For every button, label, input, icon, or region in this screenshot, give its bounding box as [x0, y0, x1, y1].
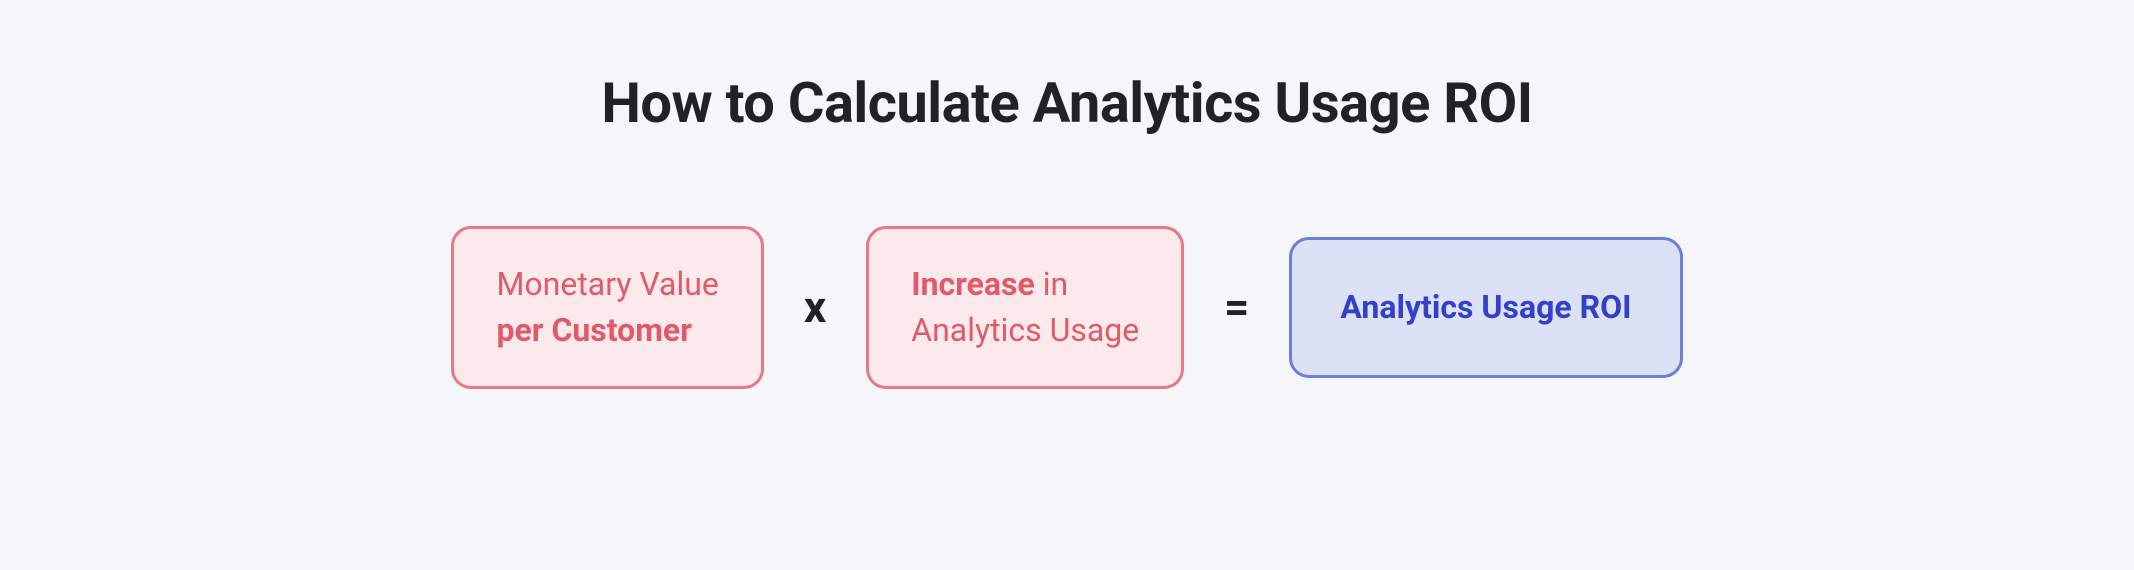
box2-line2: Analytics Usage	[911, 307, 1139, 353]
box-increase-usage: Increase in Analytics Usage	[866, 226, 1184, 389]
box-result-roi: Analytics Usage ROI	[1289, 237, 1682, 377]
box2-line1: Increase in	[911, 261, 1139, 307]
formula-row: Monetary Value per Customer x Increase i…	[451, 226, 1682, 389]
page-title: How to Calculate Analytics Usage ROI	[601, 70, 1532, 136]
box1-line2: per Customer	[496, 307, 718, 353]
box2-line1-normal: in	[1035, 265, 1068, 303]
operator-multiply: x	[804, 281, 826, 333]
box3-label: Analytics Usage ROI	[1340, 284, 1631, 330]
box-monetary-value: Monetary Value per Customer	[451, 226, 763, 389]
operator-equals: =	[1224, 281, 1249, 333]
box1-line1: Monetary Value	[496, 261, 718, 307]
box2-line1-bold: Increase	[911, 265, 1035, 303]
